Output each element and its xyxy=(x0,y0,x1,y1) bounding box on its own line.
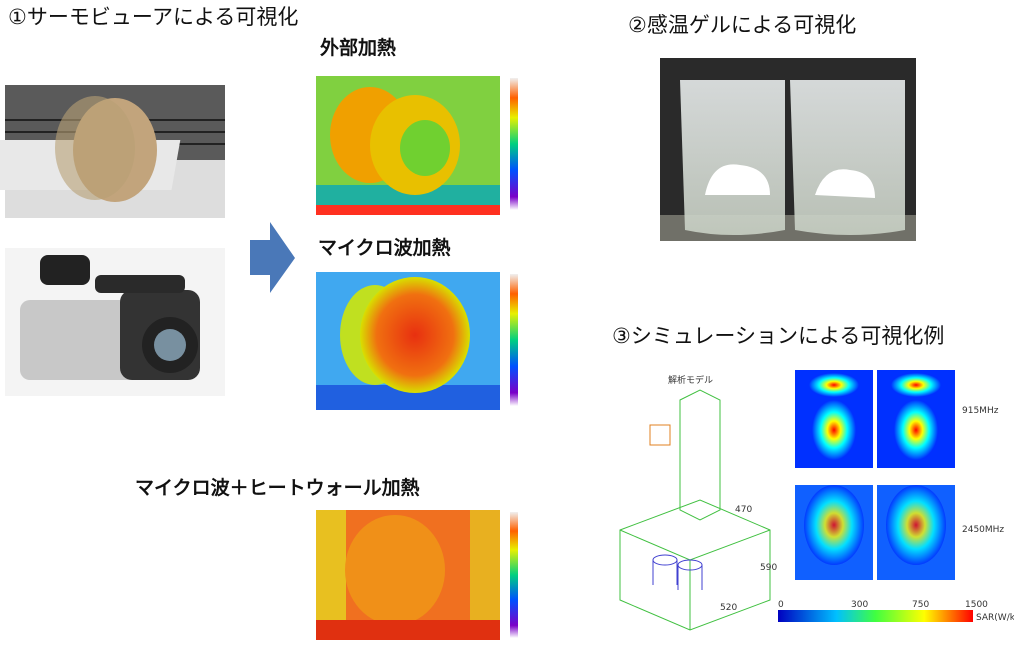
panel-label: 外部加熱 xyxy=(320,36,396,59)
colorbar-tick: 1500 xyxy=(965,600,988,610)
panel-label: マイクロ波＋ヒートウォール加熱 xyxy=(135,476,420,499)
model-label: 解析モデル xyxy=(668,374,713,386)
colorbar-tick: 0 xyxy=(778,600,784,610)
model-diagram xyxy=(619,389,771,631)
colorbar-ticks: 0 300 750 1500 xyxy=(778,600,988,610)
dimension: 470 xyxy=(735,505,752,515)
colorbar-tick: 300 xyxy=(851,600,868,610)
colorbar-unit: SAR(W/kg) xyxy=(976,613,1014,623)
section-title: ②感温ゲルによる可視化 xyxy=(628,13,856,37)
panel-label: マイクロ波加熱 xyxy=(318,236,451,259)
frequency-label: 2450MHz xyxy=(962,525,1004,535)
section-title: ③シミュレーションによる可視化例 xyxy=(612,324,944,348)
frequency-label: 915MHz xyxy=(962,406,999,416)
arrow xyxy=(250,222,295,293)
sar-maps xyxy=(778,370,973,622)
thermal-image xyxy=(316,76,518,215)
section-title: ①サーモビューアによる可視化 xyxy=(8,5,298,29)
camera-photo xyxy=(5,248,225,396)
colorbar-tick: 750 xyxy=(912,600,929,610)
oven-photo xyxy=(0,85,225,218)
thermal-image xyxy=(316,510,518,640)
thermal-image xyxy=(316,272,518,410)
dimension: 520 xyxy=(720,603,737,613)
gel-photo xyxy=(660,58,916,241)
dimension: 590 xyxy=(760,563,777,573)
